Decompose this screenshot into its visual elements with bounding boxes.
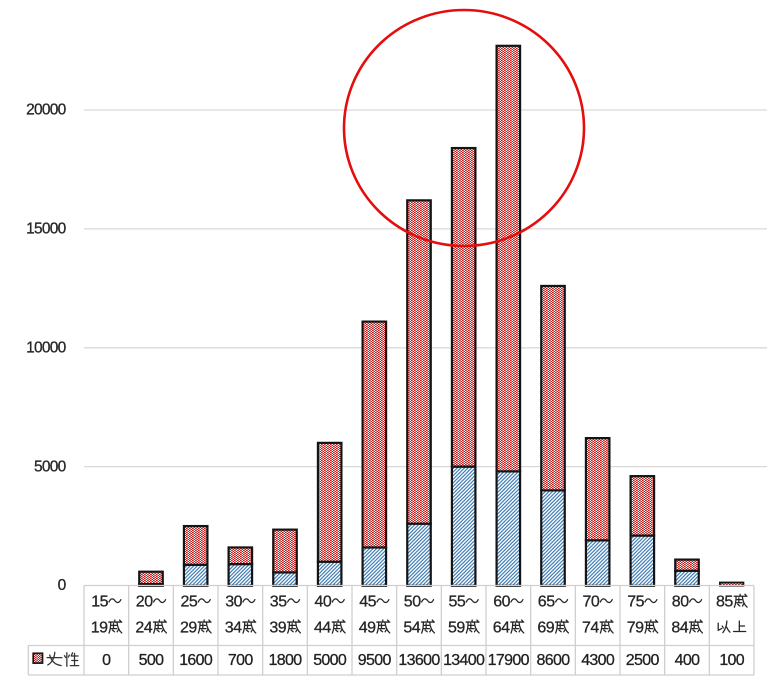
svg-text:25: 25 <box>181 594 198 611</box>
svg-text:85: 85 <box>716 594 733 611</box>
svg-text:54: 54 <box>403 619 420 636</box>
svg-text:40: 40 <box>315 594 332 611</box>
svg-text:34: 34 <box>225 619 242 636</box>
svg-text:8600: 8600 <box>537 652 571 669</box>
svg-text:75: 75 <box>627 594 644 611</box>
svg-text:0: 0 <box>102 652 111 669</box>
svg-text:80: 80 <box>672 594 689 611</box>
svg-text:84: 84 <box>671 619 688 636</box>
svg-text:64: 64 <box>493 619 510 636</box>
svg-text:74: 74 <box>582 619 599 636</box>
svg-text:69: 69 <box>537 619 554 636</box>
svg-text:49: 49 <box>359 619 376 636</box>
svg-text:15: 15 <box>91 594 108 611</box>
svg-text:400: 400 <box>675 652 700 669</box>
svg-text:10000: 10000 <box>26 339 66 356</box>
svg-text:500: 500 <box>139 652 164 669</box>
svg-text:9500: 9500 <box>358 652 392 669</box>
svg-text:17900: 17900 <box>488 652 530 669</box>
svg-text:2500: 2500 <box>626 652 660 669</box>
svg-text:700: 700 <box>228 652 253 669</box>
svg-text:50: 50 <box>404 594 421 611</box>
svg-text:1800: 1800 <box>269 652 303 669</box>
svg-text:0: 0 <box>58 577 67 594</box>
svg-text:4300: 4300 <box>581 652 615 669</box>
svg-text:29: 29 <box>180 619 197 636</box>
svg-text:1600: 1600 <box>179 652 213 669</box>
svg-text:39: 39 <box>269 619 286 636</box>
svg-text:5000: 5000 <box>34 458 67 475</box>
svg-text:19: 19 <box>91 619 108 636</box>
svg-text:30: 30 <box>225 594 242 611</box>
svg-text:20: 20 <box>136 594 153 611</box>
svg-text:5000: 5000 <box>313 652 347 669</box>
svg-text:59: 59 <box>448 619 465 636</box>
svg-text:79: 79 <box>627 619 644 636</box>
svg-text:44: 44 <box>314 619 331 636</box>
svg-text:60: 60 <box>493 594 510 611</box>
svg-text:13600: 13600 <box>398 652 440 669</box>
svg-text:45: 45 <box>359 594 376 611</box>
svg-text:100: 100 <box>719 652 744 669</box>
svg-text:35: 35 <box>270 594 287 611</box>
svg-text:15000: 15000 <box>26 221 66 238</box>
svg-text:20000: 20000 <box>26 102 66 119</box>
svg-text:70: 70 <box>583 594 600 611</box>
svg-text:13400: 13400 <box>443 652 485 669</box>
svg-text:65: 65 <box>538 594 555 611</box>
svg-text:24: 24 <box>135 619 152 636</box>
svg-text:55: 55 <box>449 594 466 611</box>
